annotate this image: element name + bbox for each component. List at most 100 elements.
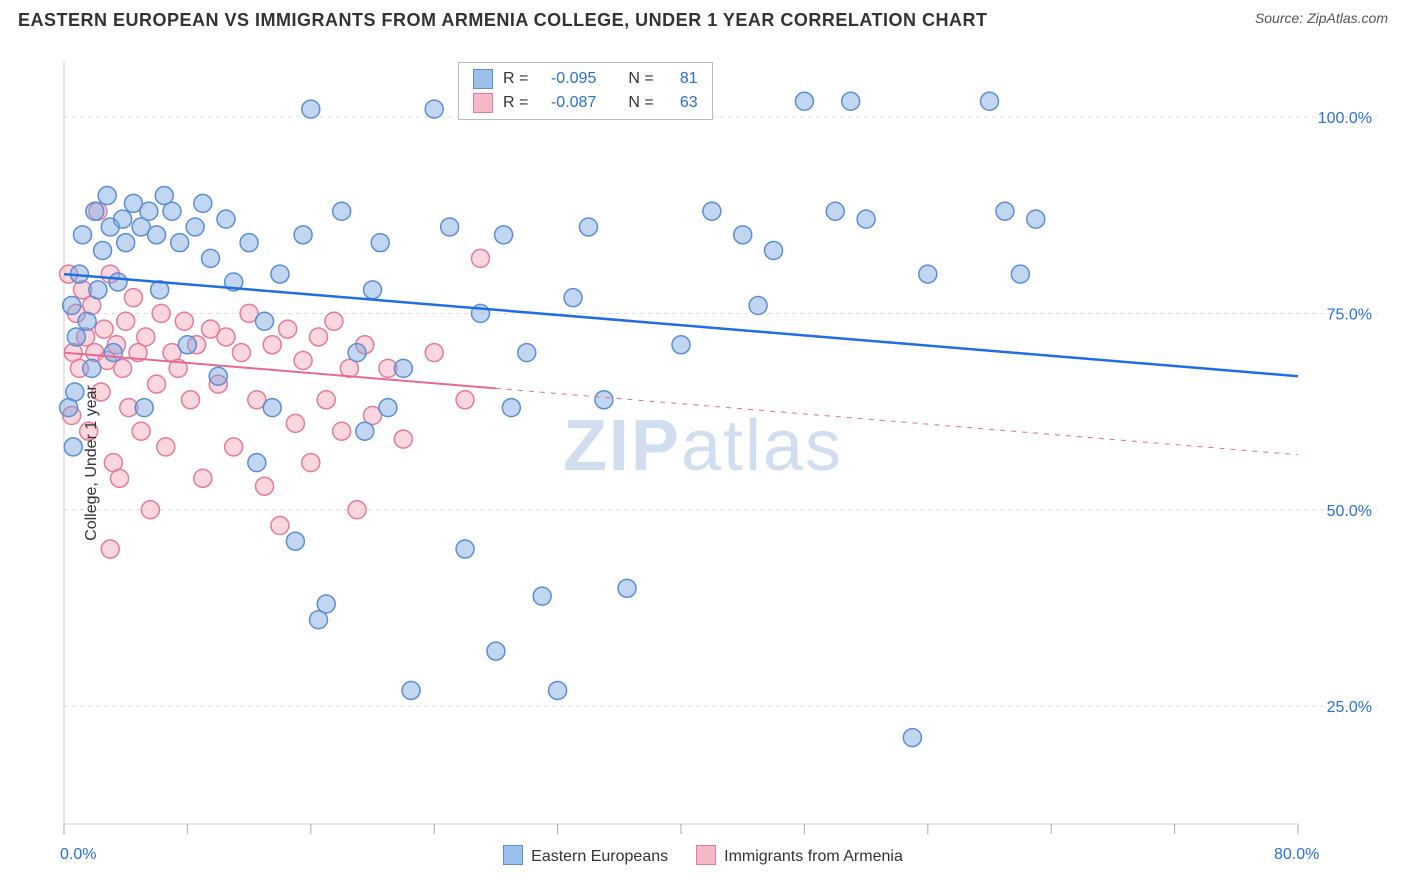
data-point: [256, 477, 274, 495]
data-point: [919, 265, 937, 283]
data-point: [394, 430, 412, 448]
data-point: [109, 273, 127, 291]
data-point: [67, 328, 85, 346]
data-point: [795, 92, 813, 110]
data-point: [271, 516, 289, 534]
n-label: N =: [628, 94, 653, 112]
legend-swatch: [473, 93, 493, 113]
data-point: [286, 532, 304, 550]
data-point: [734, 226, 752, 244]
data-point: [202, 249, 220, 267]
data-point: [114, 359, 132, 377]
data-point: [148, 375, 166, 393]
data-point: [842, 92, 860, 110]
data-point: [248, 454, 266, 472]
data-point: [148, 226, 166, 244]
data-point: [209, 367, 227, 385]
r-label: R =: [503, 70, 528, 88]
r-value: -0.087: [538, 94, 596, 112]
data-point: [83, 359, 101, 377]
y-tick-label: 75.0%: [1327, 306, 1372, 323]
data-point: [302, 454, 320, 472]
data-point: [310, 328, 328, 346]
data-point: [371, 234, 389, 252]
data-point: [495, 226, 513, 244]
data-point: [60, 399, 78, 417]
data-point: [703, 202, 721, 220]
data-point: [402, 681, 420, 699]
data-point: [456, 540, 474, 558]
data-point: [225, 438, 243, 456]
data-point: [271, 265, 289, 283]
data-point: [95, 320, 113, 338]
data-point: [240, 234, 258, 252]
n-value: 81: [664, 70, 698, 88]
data-point: [533, 587, 551, 605]
data-point: [256, 312, 274, 330]
x-axis-min-label: 0.0%: [60, 846, 96, 864]
chart-container: College, Under 1 year ZIPatlas 25.0%50.0…: [18, 44, 1388, 882]
n-value: 63: [664, 94, 698, 112]
data-point: [152, 304, 170, 322]
data-point: [325, 312, 343, 330]
data-point: [1011, 265, 1029, 283]
source-attribution: Source: ZipAtlas.com: [1255, 10, 1388, 26]
data-point: [217, 210, 235, 228]
data-point: [317, 595, 335, 613]
data-point: [114, 210, 132, 228]
data-point: [333, 422, 351, 440]
legend-item: Immigrants from Armenia: [696, 845, 903, 866]
data-point: [157, 438, 175, 456]
data-point: [117, 234, 135, 252]
stats-box: R =-0.095N =81R =-0.087N =63: [458, 62, 713, 120]
trend-line: [64, 274, 1298, 376]
data-point: [141, 501, 159, 519]
data-point: [140, 202, 158, 220]
stats-row: R =-0.095N =81: [459, 67, 712, 91]
data-point: [502, 399, 520, 417]
data-point: [294, 352, 312, 370]
data-point: [749, 297, 767, 315]
data-point: [487, 642, 505, 660]
data-point: [286, 414, 304, 432]
data-point: [425, 100, 443, 118]
chart-title: EASTERN EUROPEAN VS IMMIGRANTS FROM ARME…: [18, 10, 988, 31]
data-point: [186, 218, 204, 236]
data-point: [78, 312, 96, 330]
data-point: [98, 187, 116, 205]
source-prefix: Source:: [1255, 10, 1307, 26]
data-point: [111, 469, 129, 487]
data-point: [163, 202, 181, 220]
data-point: [765, 242, 783, 260]
data-point: [124, 289, 142, 307]
trend-line-extrapolated: [496, 388, 1298, 454]
data-point: [302, 100, 320, 118]
data-point: [826, 202, 844, 220]
source-name: ZipAtlas.com: [1307, 10, 1388, 26]
data-point: [132, 422, 150, 440]
r-label: R =: [503, 94, 528, 112]
data-point: [857, 210, 875, 228]
data-point: [263, 336, 281, 354]
data-point: [194, 194, 212, 212]
data-point: [104, 344, 122, 362]
data-point: [672, 336, 690, 354]
legend-swatch: [696, 845, 716, 865]
data-point: [263, 399, 281, 417]
data-point: [137, 328, 155, 346]
data-point: [181, 391, 199, 409]
data-point: [94, 242, 112, 260]
legend-swatch: [473, 69, 493, 89]
data-point: [333, 202, 351, 220]
y-tick-label: 25.0%: [1327, 699, 1372, 716]
scatter-plot: 25.0%50.0%75.0%100.0%: [18, 44, 1388, 882]
legend-item: Eastern Europeans: [503, 845, 668, 866]
n-label: N =: [628, 70, 653, 88]
data-point: [595, 391, 613, 409]
data-point: [394, 359, 412, 377]
data-point: [217, 328, 235, 346]
y-tick-label: 50.0%: [1327, 503, 1372, 520]
data-point: [471, 249, 489, 267]
data-point: [86, 202, 104, 220]
data-point: [348, 344, 366, 362]
